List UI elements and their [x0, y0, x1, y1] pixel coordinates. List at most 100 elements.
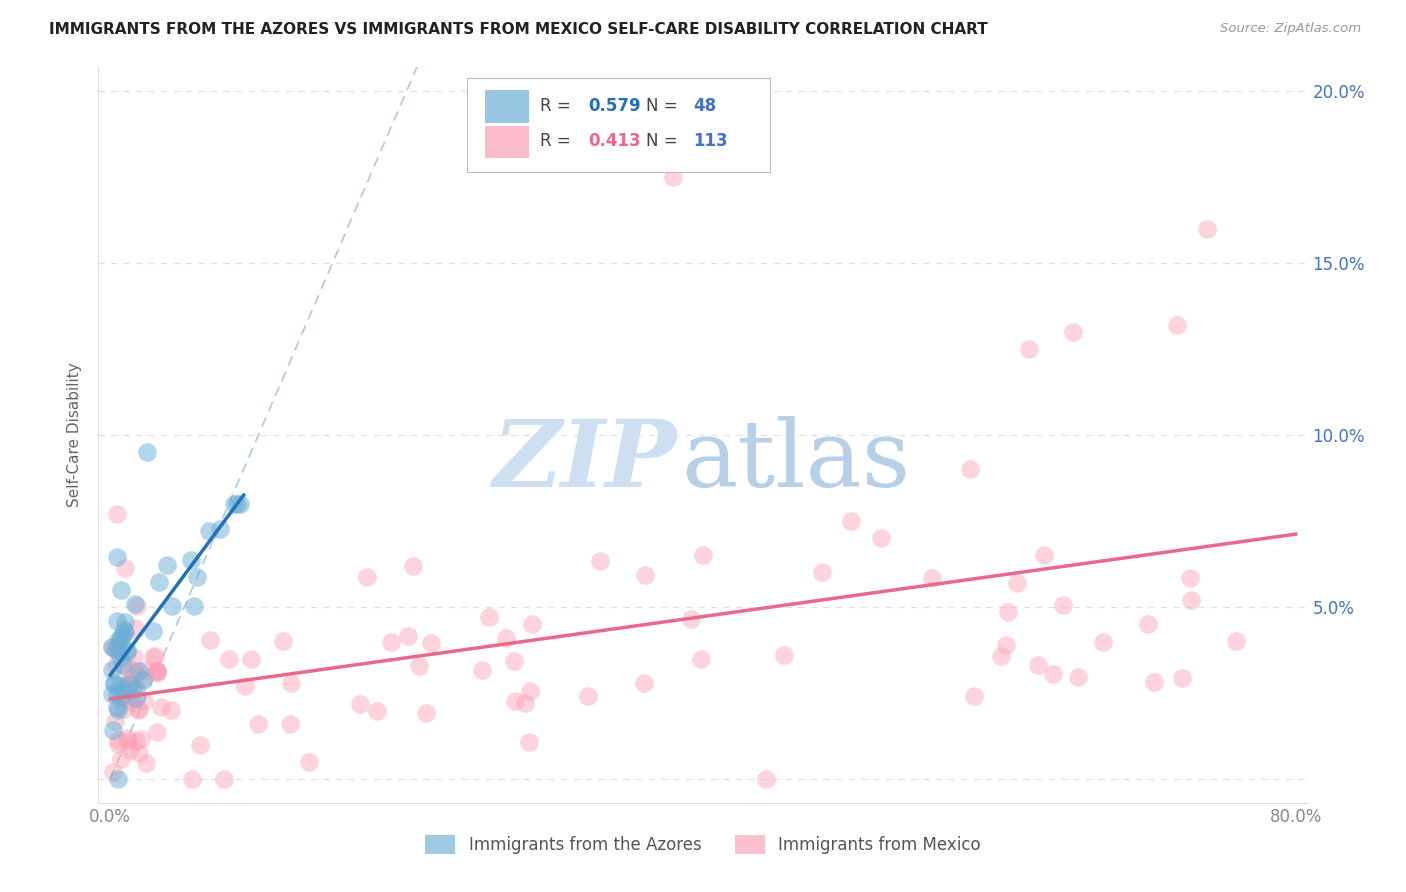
Point — [110, 752, 132, 766]
Point — [136, 445, 159, 459]
Point — [478, 610, 501, 624]
Point — [108, 649, 131, 664]
Point — [115, 643, 138, 657]
Point — [121, 682, 143, 697]
Point — [107, 633, 129, 648]
Point — [146, 725, 169, 739]
Point — [124, 691, 146, 706]
Point — [181, 772, 204, 786]
Point — [104, 641, 127, 656]
Point — [692, 548, 714, 562]
Point — [271, 633, 294, 648]
Point — [125, 599, 148, 614]
Point — [517, 734, 540, 748]
Text: N =: N = — [647, 97, 683, 115]
Point — [101, 640, 124, 654]
Point — [100, 663, 122, 677]
Point — [124, 649, 146, 664]
Text: 113: 113 — [693, 132, 728, 150]
Point — [402, 558, 425, 573]
Point — [135, 756, 157, 771]
Point — [107, 732, 129, 747]
Point — [224, 497, 246, 511]
Point — [226, 497, 249, 511]
Text: N =: N = — [647, 132, 683, 150]
Point — [125, 682, 148, 697]
Point — [124, 621, 146, 635]
Point — [690, 651, 713, 665]
Point — [104, 714, 127, 728]
Point — [114, 615, 136, 630]
Point — [997, 605, 1019, 619]
Point — [128, 664, 150, 678]
Point — [1136, 617, 1159, 632]
Point — [502, 654, 524, 668]
Point — [107, 643, 129, 657]
Point — [197, 524, 219, 538]
Legend: Immigrants from the Azores, Immigrants from Mexico: Immigrants from the Azores, Immigrants f… — [419, 829, 987, 861]
Point — [589, 554, 612, 568]
Point — [235, 679, 257, 693]
Point — [105, 700, 128, 714]
Point — [1018, 342, 1040, 356]
Point — [209, 522, 232, 536]
Point — [1143, 675, 1166, 690]
Point — [124, 597, 146, 611]
Point — [495, 631, 517, 645]
Point — [415, 706, 437, 721]
Point — [114, 560, 136, 574]
Y-axis label: Self-Care Disability: Self-Care Disability — [67, 362, 83, 508]
Point — [1042, 667, 1064, 681]
Point — [959, 462, 981, 476]
Point — [135, 663, 157, 677]
Point — [111, 628, 134, 642]
Point — [380, 635, 402, 649]
Point — [146, 665, 169, 679]
Point — [110, 629, 132, 643]
Point — [107, 702, 129, 716]
Point — [198, 632, 221, 647]
Point — [471, 663, 494, 677]
Point — [633, 676, 655, 690]
Point — [125, 667, 148, 681]
Point — [995, 638, 1018, 652]
Point — [349, 698, 371, 712]
Point — [519, 684, 541, 698]
Point — [115, 678, 138, 692]
Point — [103, 675, 125, 690]
Point — [134, 694, 156, 708]
Point — [921, 571, 943, 585]
Point — [143, 649, 166, 664]
Point — [105, 549, 128, 564]
Point — [105, 686, 128, 700]
Point — [118, 743, 141, 757]
Point — [127, 702, 149, 716]
Point — [183, 599, 205, 613]
Point — [108, 679, 131, 693]
Point — [108, 633, 131, 648]
Point — [366, 704, 388, 718]
Point — [1067, 670, 1090, 684]
Point — [214, 772, 236, 786]
Point — [396, 630, 419, 644]
Point — [188, 738, 211, 752]
Point — [839, 514, 862, 528]
Point — [101, 640, 124, 655]
Point — [162, 599, 184, 613]
Text: 0.413: 0.413 — [588, 132, 641, 150]
Point — [114, 681, 136, 696]
FancyBboxPatch shape — [485, 90, 529, 123]
Point — [132, 673, 155, 688]
Point — [1225, 634, 1247, 648]
Point — [129, 731, 152, 746]
Point — [280, 676, 302, 690]
FancyBboxPatch shape — [485, 126, 529, 158]
Point — [103, 765, 125, 780]
Point — [1195, 221, 1218, 235]
Point — [117, 683, 139, 698]
Point — [420, 636, 443, 650]
Point — [117, 734, 139, 748]
Point — [107, 641, 129, 656]
Point — [298, 756, 321, 770]
Point — [146, 665, 169, 679]
